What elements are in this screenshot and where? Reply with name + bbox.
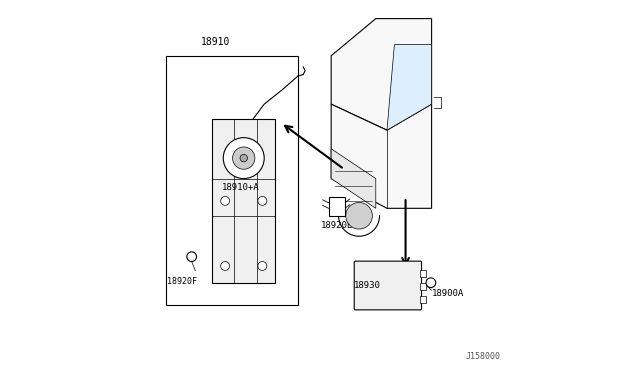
Circle shape [426,278,436,288]
Text: 18910+A: 18910+A [221,183,259,192]
Circle shape [258,196,267,205]
Bar [328,197,345,216]
Bar [420,270,426,277]
Circle shape [187,252,196,262]
Text: 18900A: 18900A [431,289,464,298]
Circle shape [221,196,230,205]
Text: 18930: 18930 [353,281,380,290]
Bar [420,296,426,303]
Text: 18920F: 18920F [168,277,197,286]
Bar [166,56,298,305]
Circle shape [258,262,267,270]
Text: 18920E: 18920E [321,221,353,230]
Polygon shape [331,19,431,130]
Polygon shape [212,119,275,283]
Circle shape [346,202,372,229]
Bar [420,283,426,290]
Circle shape [223,138,264,179]
Text: 18910: 18910 [201,36,230,46]
Polygon shape [387,45,431,130]
Circle shape [232,147,255,169]
Polygon shape [331,149,376,208]
Text: J158000: J158000 [465,352,500,361]
FancyBboxPatch shape [354,261,422,310]
Circle shape [221,262,230,270]
Circle shape [240,154,248,162]
Polygon shape [331,104,431,208]
